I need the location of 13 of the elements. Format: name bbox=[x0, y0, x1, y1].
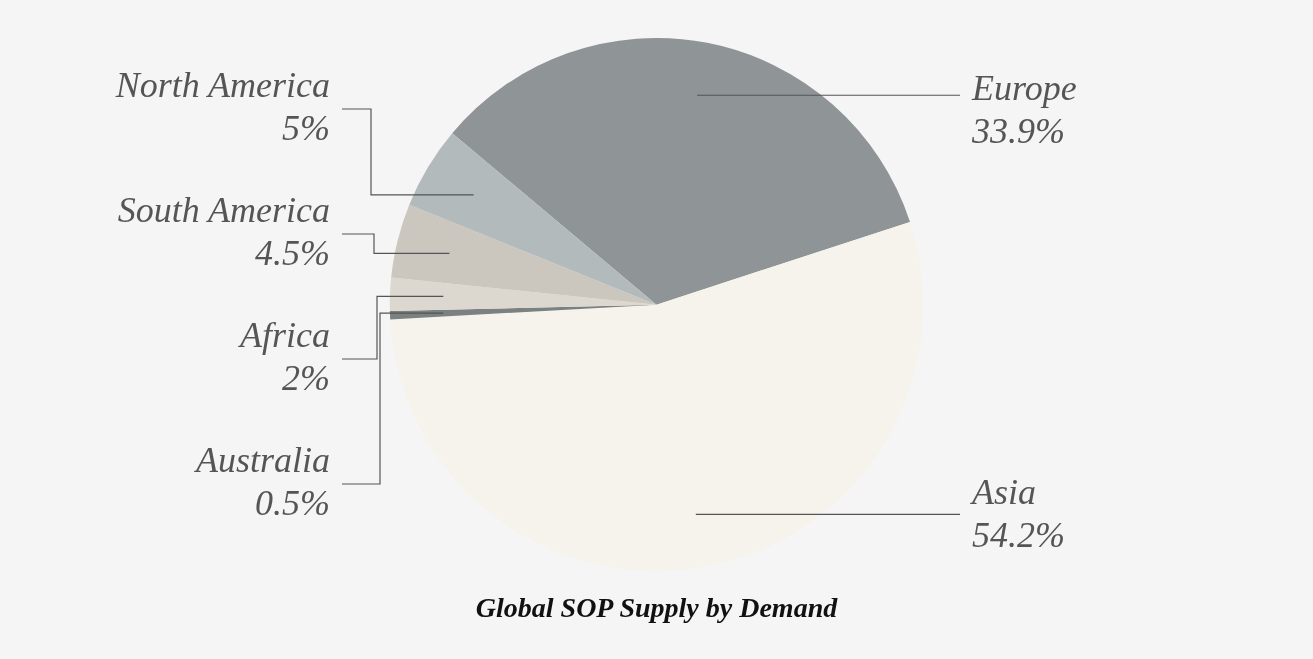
slice-label: Australia bbox=[193, 440, 330, 480]
slice-label: Europe bbox=[971, 68, 1077, 108]
slice-label: South America bbox=[117, 190, 330, 230]
slice-label: North America bbox=[114, 65, 330, 105]
text: Global SOP Supply by Demand bbox=[475, 592, 839, 624]
slice-label: Asia bbox=[970, 472, 1037, 513]
data-label: 54.2% bbox=[972, 515, 1065, 556]
slice-label: Africa bbox=[238, 315, 330, 355]
data-label: 4.5% bbox=[255, 233, 330, 273]
data-label: 2% bbox=[282, 358, 330, 398]
data-label: 0.5% bbox=[255, 483, 330, 523]
data-label: 33.9% bbox=[971, 111, 1065, 151]
data-label: 5% bbox=[282, 108, 330, 148]
